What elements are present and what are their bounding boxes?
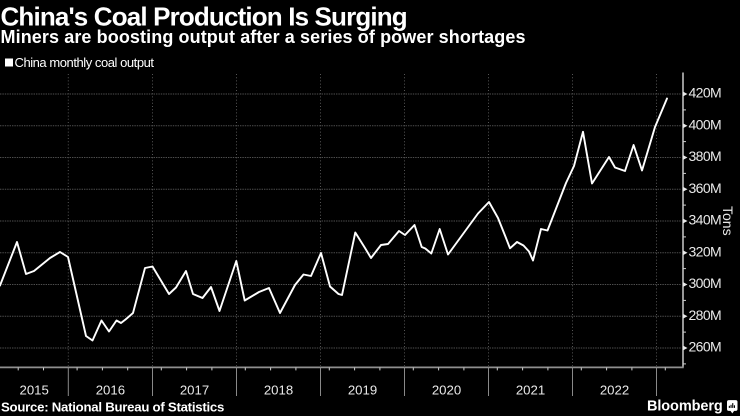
svg-text:2020: 2020 (432, 383, 461, 398)
svg-text:China's Coal Production Is Sur: China's Coal Production Is Surging (1, 2, 407, 32)
svg-text:380M: 380M (689, 148, 722, 164)
svg-text:320M: 320M (689, 243, 722, 259)
svg-text:340M: 340M (689, 212, 722, 228)
svg-text:260M: 260M (689, 339, 722, 355)
svg-text:2018: 2018 (264, 383, 293, 398)
svg-text:2017: 2017 (180, 383, 209, 398)
svg-text:420M: 420M (689, 85, 722, 101)
svg-text:2021: 2021 (516, 383, 545, 398)
svg-text:360M: 360M (689, 180, 722, 196)
svg-text:400M: 400M (689, 116, 722, 132)
svg-text:Bloomberg: Bloomberg (647, 399, 723, 415)
svg-text:China monthly coal output: China monthly coal output (15, 55, 155, 70)
svg-text:280M: 280M (689, 307, 722, 323)
svg-text:Tons: Tons (720, 206, 736, 236)
svg-text:Miners are boosting output aft: Miners are boosting output after a serie… (1, 27, 526, 47)
svg-text:2022: 2022 (600, 383, 629, 398)
svg-text:2019: 2019 (348, 383, 377, 398)
svg-text:300M: 300M (689, 275, 722, 291)
svg-text:Source: National Bureau of Sta: Source: National Bureau of Statistics (1, 400, 224, 415)
svg-text:2016: 2016 (96, 383, 125, 398)
svg-text:2015: 2015 (20, 383, 49, 398)
